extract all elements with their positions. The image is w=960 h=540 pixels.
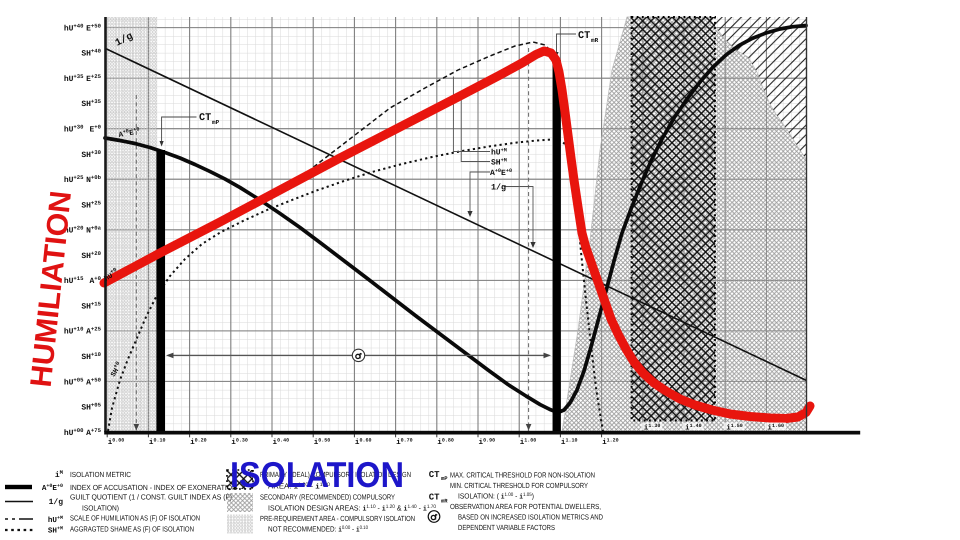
- svg-text:CT: CT: [429, 470, 440, 480]
- svg-text:A+25: A+25: [86, 326, 102, 337]
- svg-text:E+0: E+0: [89, 124, 101, 135]
- svg-text:AREA: i1.20 - i1.40: AREA: i1.20 - i1.40: [268, 482, 330, 492]
- svg-text:A+0E+0: A+0E+0: [490, 168, 512, 178]
- svg-text:i0.30: i0.30: [231, 438, 248, 447]
- svg-text:i0.40: i0.40: [273, 438, 290, 447]
- svg-text:ISOLATION: ( i1.00 - i1.05): ISOLATION: ( i1.00 - i1.05): [458, 492, 534, 502]
- svg-text:hU+10: hU+10: [64, 326, 84, 337]
- svg-text:hU+M: hU+M: [491, 148, 507, 158]
- svg-text:mP: mP: [441, 475, 448, 482]
- svg-text:A+0E+0: A+0E+0: [118, 126, 141, 140]
- svg-text:hU+15: hU+15: [64, 275, 84, 286]
- svg-text:1/g: 1/g: [491, 183, 506, 193]
- svg-text:SH+0: SH+0: [107, 359, 125, 378]
- svg-text:E+25: E+25: [86, 73, 102, 84]
- svg-text:BASED ON INCREASED ISOLATION M: BASED ON INCREASED ISOLATION METRICS AND: [458, 513, 603, 522]
- svg-text:hU+M: hU+M: [48, 515, 63, 525]
- svg-text:i1.60: i1.60: [767, 423, 784, 432]
- svg-text:ISOLATION DESIGN AREAS: i1.10: ISOLATION DESIGN AREAS: i1.10 - i1.20 & …: [268, 504, 436, 514]
- svg-text:SH+40: SH+40: [81, 48, 101, 59]
- svg-text:i0.60: i0.60: [355, 438, 372, 447]
- svg-text:i1.20: i1.20: [602, 438, 619, 447]
- svg-text:hU+35: hU+35: [64, 73, 84, 84]
- svg-text:AGGRAGTED SHAME AS (F) OF ISOL: AGGRAGTED SHAME AS (F) OF ISOLATION: [70, 525, 194, 534]
- svg-text:i1.00: i1.00: [520, 438, 537, 447]
- svg-text:OBSERVATION AREA FOR POTENTIAL: OBSERVATION AREA FOR POTENTIAL DWELLERS,: [450, 502, 601, 511]
- svg-text:i1.40: i1.40: [685, 423, 702, 432]
- svg-text:SH+05: SH+05: [81, 402, 101, 413]
- svg-text:i0.20: i0.20: [190, 438, 207, 447]
- svg-text:A+50: A+50: [86, 376, 102, 387]
- svg-text:i1.50: i1.50: [726, 423, 743, 432]
- svg-text:CT: CT: [199, 113, 211, 124]
- svg-text:CT: CT: [429, 493, 440, 503]
- svg-text:mR: mR: [441, 498, 448, 505]
- svg-text:SH+20: SH+20: [81, 250, 101, 261]
- svg-text:PRIMARY (IDEAL) COMPULSORY ISO: PRIMARY (IDEAL) COMPULSORY ISOLATION DES…: [260, 470, 411, 479]
- svg-text:DEPENDENT VARIABLE FACTORS: DEPENDENT VARIABLE FACTORS: [458, 523, 555, 532]
- svg-text:i1.30: i1.30: [644, 423, 661, 432]
- svg-text:hU+05: hU+05: [64, 376, 84, 387]
- svg-text:N+0b: N+0b: [86, 174, 102, 185]
- svg-text:hU+25: hU+25: [64, 174, 84, 185]
- svg-text:mP: mP: [212, 119, 220, 126]
- svg-text:A+0E+0: A+0E+0: [42, 483, 63, 493]
- svg-text:A+0: A+0: [89, 275, 101, 286]
- svg-text:SH+M: SH+M: [491, 158, 507, 168]
- svg-text:i0.70: i0.70: [396, 438, 413, 447]
- svg-text:SH+25: SH+25: [81, 199, 101, 210]
- svg-text:ISOLATION: ISOLATION: [230, 454, 404, 495]
- svg-text:SH+M: SH+M: [48, 526, 63, 536]
- svg-text:i0.80: i0.80: [437, 438, 454, 447]
- svg-text:hU+40: hU+40: [64, 22, 84, 33]
- svg-text:N+0a: N+0a: [86, 225, 102, 236]
- svg-text:PRE-REQUIREMENT AREA - COMPULS: PRE-REQUIREMENT AREA - COMPULSORY ISOLAT…: [260, 514, 415, 523]
- svg-text:GUILT QUOTIENT (1 / CONST. GUI: GUILT QUOTIENT (1 / CONST. GUILT INDEX A…: [70, 493, 232, 502]
- svg-text:i0.50: i0.50: [314, 438, 331, 447]
- svg-text:SH+35: SH+35: [81, 98, 101, 109]
- svg-text:SH+15: SH+15: [81, 300, 101, 311]
- svg-text:CT: CT: [578, 31, 590, 42]
- svg-text:1/g: 1/g: [49, 498, 64, 507]
- svg-text:SH+10: SH+10: [81, 351, 101, 362]
- svg-text:SH+30: SH+30: [81, 149, 101, 160]
- svg-text:ISOLATION): ISOLATION): [82, 504, 119, 513]
- svg-text:MAX. CRITICAL THRESHOLD FOR NO: MAX. CRITICAL THRESHOLD FOR NON-ISOLATIO…: [450, 471, 595, 480]
- svg-text:INDEX OF ACCUSATION - INDEX OF: INDEX OF ACCUSATION - INDEX OF EXONERATI…: [70, 483, 237, 492]
- svg-text:i0.10: i0.10: [149, 438, 166, 447]
- svg-text:iM: iM: [55, 469, 64, 480]
- svg-text:NOT RECOMMENDED: i0.00 - i0.1: NOT RECOMMENDED: i0.00 - i0.10: [268, 525, 368, 535]
- svg-text:A+75: A+75: [86, 427, 102, 438]
- svg-text:hU+00: hU+00: [64, 427, 84, 438]
- svg-text:ISOLATION METRIC: ISOLATION METRIC: [70, 470, 132, 479]
- svg-text:SCALE OF HUMILIATION AS (F) OF: SCALE OF HUMILIATION AS (F) OF ISOLATION: [70, 514, 200, 523]
- svg-text:mR: mR: [591, 37, 599, 44]
- svg-text:hU+30: hU+30: [64, 124, 84, 135]
- svg-text:i0.90: i0.90: [479, 438, 496, 447]
- svg-text:E+50: E+50: [86, 22, 102, 33]
- svg-text:SECONDARY (RECOMMENDED) COMPUL: SECONDARY (RECOMMENDED) COMPULSORY: [260, 493, 395, 502]
- svg-text:hU+20: hU+20: [64, 225, 84, 236]
- svg-text:i0.00: i0.00: [108, 438, 125, 447]
- svg-text:i1.10: i1.10: [561, 438, 578, 447]
- svg-text:hU+0: hU+0: [102, 266, 121, 284]
- svg-text:MIN. CRITICAL THRESHOLD FOR CO: MIN. CRITICAL THRESHOLD FOR COMPULSORY: [450, 481, 588, 490]
